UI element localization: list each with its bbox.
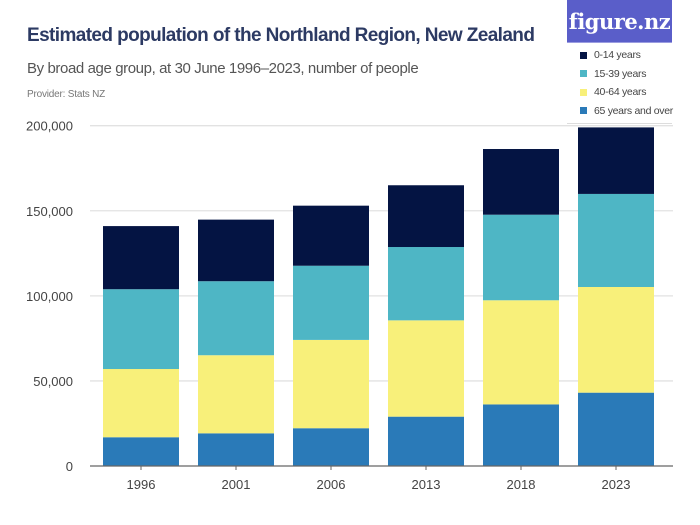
bar-segment (483, 149, 559, 215)
legend-item: 40-64 years (580, 83, 673, 102)
y-tick-label: 200,000 (26, 119, 73, 134)
legend: 0-14 years 15-39 years 40-64 years 65 ye… (580, 46, 673, 120)
bar-segment (388, 185, 464, 248)
bar-segment (578, 193, 654, 288)
bar-segment (293, 205, 369, 266)
x-tick-label: 2023 (602, 477, 631, 492)
bar-segment (198, 355, 274, 434)
y-tick-label: 50,000 (33, 374, 73, 389)
legend-swatch (580, 70, 587, 78)
bar-segment (578, 127, 654, 194)
legend-swatch (580, 88, 587, 96)
chart-title: Estimated population of the Northland Re… (27, 25, 535, 46)
legend-label: 0-14 years (594, 49, 641, 62)
x-tick-label: 2006 (317, 477, 346, 492)
legend-label: 40-64 years (594, 86, 647, 99)
x-tick-label: 2001 (222, 477, 251, 492)
legend-item: 15-39 years (580, 65, 673, 84)
chart-subtitle: By broad age group, at 30 June 1996–2023… (27, 60, 419, 77)
x-tick-label: 2018 (507, 477, 536, 492)
bar-segment (198, 219, 274, 282)
bar-segment (293, 265, 369, 340)
figure-nz-logo[interactable]: figure.nz (567, 0, 672, 42)
x-tick-label: 1996 (127, 477, 156, 492)
bar-segment (578, 392, 654, 466)
bar-segment (198, 433, 274, 466)
bar-segment (483, 404, 559, 466)
bar-segment (483, 214, 559, 301)
bar-segment (483, 300, 559, 405)
bar-segment (103, 437, 179, 466)
y-tick-label: 150,000 (26, 204, 73, 219)
bar-segment (198, 281, 274, 356)
y-tick-label: 100,000 (26, 289, 73, 304)
legend-item: 65 years and over (580, 102, 673, 121)
legend-swatch (580, 107, 587, 115)
bar-segment (103, 226, 179, 290)
legend-swatch (580, 51, 587, 59)
bar-segment (388, 247, 464, 321)
divider (567, 123, 672, 124)
bar-segment (103, 369, 179, 438)
divider (567, 42, 672, 43)
bar-segment (578, 287, 654, 393)
y-tick-label: 0 (66, 459, 73, 474)
bar-segment (293, 339, 369, 429)
legend-item: 0-14 years (580, 46, 673, 65)
legend-label: 15-39 years (594, 67, 647, 80)
legend-label: 65 years and over (594, 104, 673, 117)
bar-segment (388, 320, 464, 417)
bar-segment (103, 289, 179, 370)
bar-segment (293, 428, 369, 466)
x-tick-label: 2013 (412, 477, 441, 492)
bar-segment (388, 416, 464, 466)
provider-label: Provider: Stats NZ (27, 89, 106, 100)
